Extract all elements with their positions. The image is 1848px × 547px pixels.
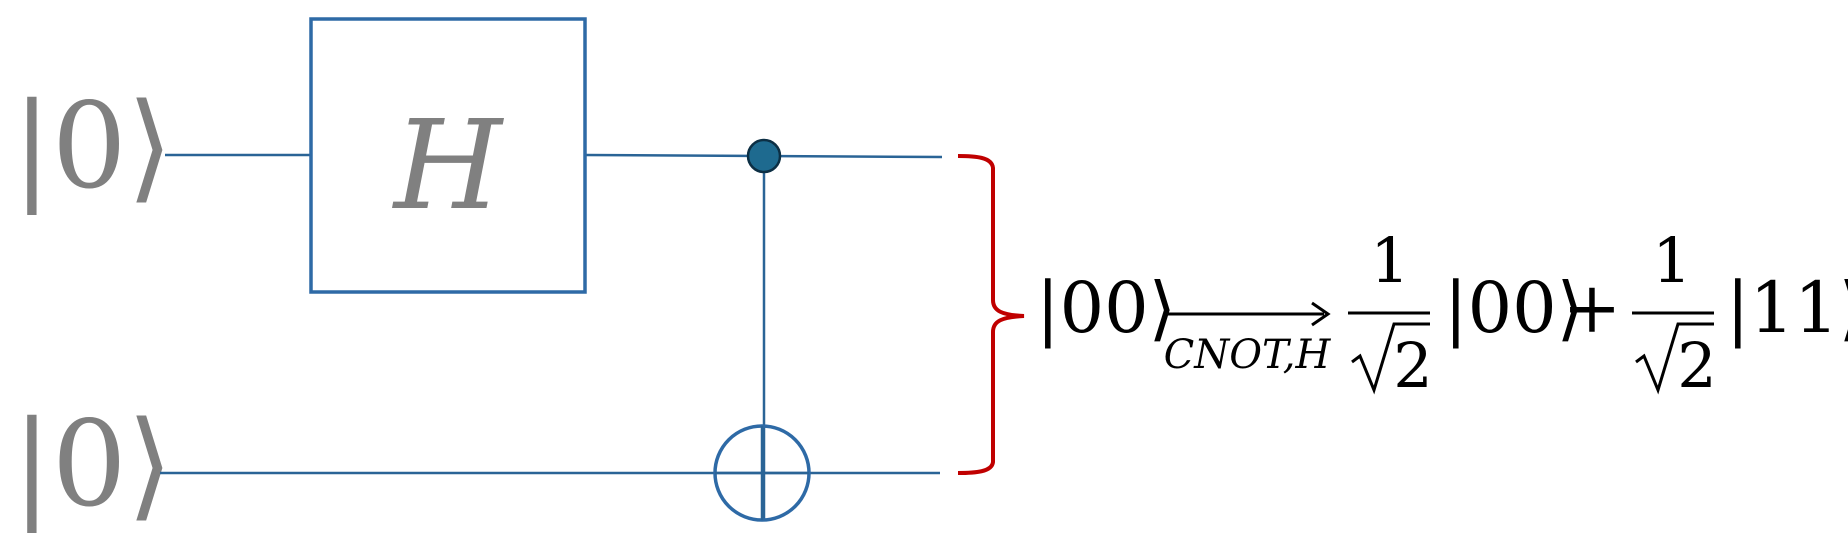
coefficient-1-denominator: 2	[1393, 329, 1432, 402]
coefficient-2-numerator: 1	[1652, 224, 1691, 297]
cnot-control-dot	[746, 138, 782, 174]
initial-state-ket: |00⟩	[1036, 267, 1176, 349]
hadamard-gate-box	[309, 17, 587, 294]
top-input-ket: |0⟩	[12, 77, 173, 215]
coefficient-2-denominator: 2	[1677, 329, 1716, 402]
hadamard-gate-label: H	[392, 94, 505, 238]
coefficient-1-sqrt-sign	[1351, 322, 1430, 395]
term-1-ket: |00⟩	[1444, 267, 1584, 349]
plus-sign: +	[1563, 267, 1622, 349]
bottom-input-ket: |0⟩	[12, 395, 173, 533]
transformation-arrow-head	[1311, 301, 1331, 327]
transformation-arrow-label: CNOT,H	[1164, 332, 1332, 378]
coefficient-1-numerator: 1	[1370, 224, 1409, 297]
cnot-target-symbol	[713, 424, 811, 522]
coefficient-2-sqrt-sign	[1635, 322, 1714, 395]
output-brace	[957, 154, 1025, 475]
term-2-ket: |11⟩	[1726, 267, 1848, 349]
